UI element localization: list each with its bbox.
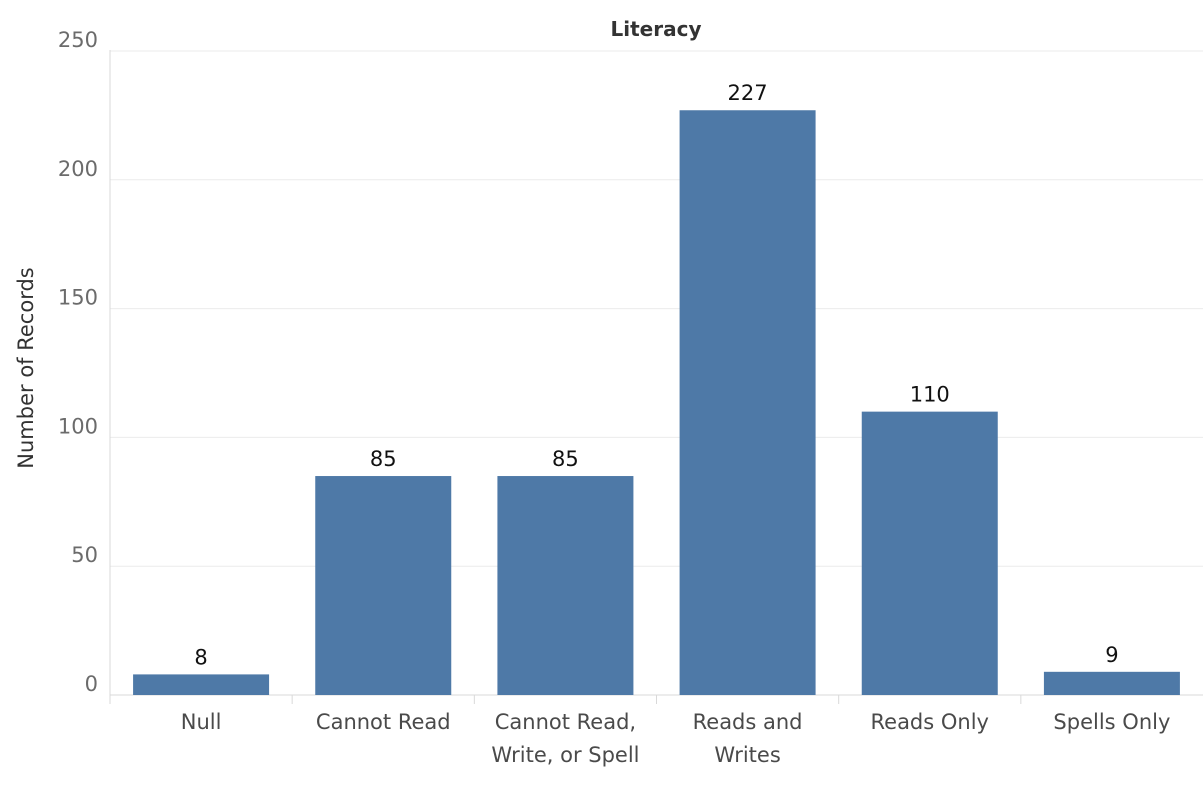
- bar: [679, 110, 816, 696]
- x-tick-label: Spells Only: [1053, 710, 1170, 734]
- chart-title: Literacy: [611, 17, 702, 41]
- label-layer: 0 50 100 150 200 250 8 Null 85 Cannot Read 85 Canno…: [58, 28, 1170, 767]
- bar: [1043, 671, 1180, 695]
- bar: [861, 411, 998, 695]
- y-tick-label: 200: [58, 157, 98, 181]
- y-tick-label: 150: [58, 286, 98, 310]
- x-tick-label: Reads Only: [871, 710, 989, 734]
- bar-layer: [133, 110, 1180, 696]
- y-tick-label: 50: [71, 543, 98, 567]
- data-label: 8: [194, 645, 207, 669]
- x-tick-label-line: Writes: [714, 743, 780, 767]
- grid-layer: [110, 50, 1203, 696]
- data-label: 9: [1105, 643, 1118, 667]
- y-tick-label: 250: [58, 28, 98, 52]
- bar: [133, 674, 270, 695]
- x-tick-label: Cannot Read: [316, 710, 451, 734]
- y-tick-label: 0: [85, 672, 98, 696]
- data-label: 85: [370, 447, 397, 471]
- axis-layer: [109, 50, 1203, 704]
- x-tick-label: Cannot Read, Write, or Spell: [491, 710, 639, 767]
- data-label: 227: [728, 81, 768, 105]
- x-tick-label-line: Cannot Read: [316, 710, 451, 734]
- data-label: 110: [910, 383, 950, 407]
- x-tick-label-line: Spells Only: [1053, 710, 1170, 734]
- x-tick-label-line: Write, or Spell: [491, 743, 639, 767]
- x-tick-label: Null: [181, 710, 222, 734]
- bar: [315, 476, 452, 695]
- x-tick-label-line: Cannot Read,: [495, 710, 636, 734]
- y-axis-title: Number of Records: [14, 267, 38, 468]
- bar: [497, 476, 634, 695]
- x-tick-label-line: Reads Only: [871, 710, 989, 734]
- x-tick-label-line: Reads and: [693, 710, 803, 734]
- x-tick-label-line: Null: [181, 710, 222, 734]
- x-tick-label: Reads and Writes: [693, 710, 803, 767]
- data-label: 85: [552, 447, 579, 471]
- y-tick-label: 100: [58, 414, 98, 438]
